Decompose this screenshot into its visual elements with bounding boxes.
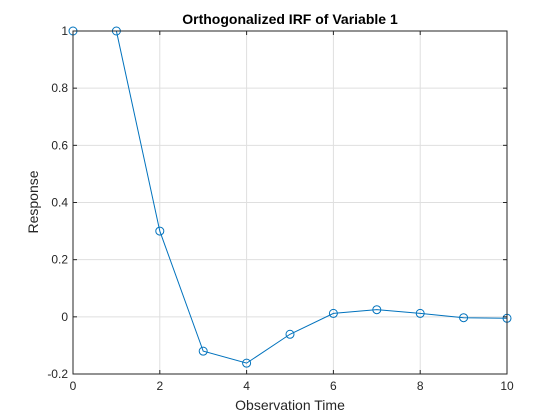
y-axis-label: Response — [25, 170, 41, 233]
x-axis-label: Observation Time — [235, 397, 345, 413]
data-point-marker — [155, 226, 165, 236]
data-point-marker — [198, 346, 208, 356]
x-tick-label: 0 — [70, 379, 77, 393]
y-tick-label: -0.2 — [47, 367, 68, 381]
data-point-marker — [372, 305, 382, 315]
data-point-marker — [242, 358, 252, 368]
series-line — [73, 30, 508, 364]
y-tick-label: 0.8 — [51, 81, 68, 95]
chart-title: Orthogonalized IRF of Variable 1 — [182, 11, 398, 27]
y-tick-label: 1 — [61, 24, 68, 38]
x-tick-label: 8 — [417, 379, 424, 393]
tick-layer: 0 2 4 6 8 10-0.200.20.40.60.81 — [47, 24, 514, 393]
x-tick-label: 4 — [243, 379, 250, 393]
x-tick-label: 2 — [156, 379, 163, 393]
y-tick-label: 0 — [61, 310, 68, 324]
data-point-marker — [285, 329, 295, 339]
data-point-marker — [328, 308, 338, 318]
x-tick-label: 10 — [500, 379, 514, 393]
y-tick-label: 0.2 — [51, 253, 68, 267]
y-tick-label: 0.6 — [51, 138, 68, 152]
y-tick-label: 0.4 — [51, 196, 68, 210]
data-point-marker — [415, 308, 425, 318]
data-point-marker — [459, 313, 469, 323]
x-tick-label: 6 — [330, 379, 337, 393]
